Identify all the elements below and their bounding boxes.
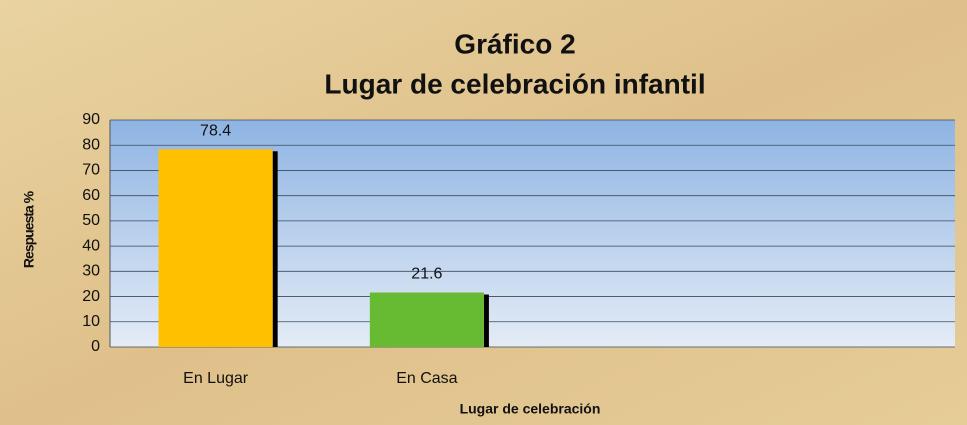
data-label: 78.4 [200, 122, 231, 139]
bar-shadow [272, 151, 278, 347]
bar-shadow [483, 294, 489, 347]
y-tick-label: 20 [82, 288, 100, 305]
y-tick-label: 80 [82, 136, 100, 153]
y-tick-label: 50 [82, 212, 100, 229]
data-label: 21.6 [411, 266, 442, 283]
y-tick-label: 90 [82, 111, 100, 128]
y-tick-label: 60 [82, 187, 100, 204]
y-tick-label: 40 [82, 237, 100, 254]
y-axis-title: Respuesta % [21, 190, 37, 268]
y-tick-label: 10 [82, 313, 100, 330]
chart-title: Gráfico 2 [454, 28, 575, 59]
bar [158, 149, 273, 347]
y-tick-label: 70 [82, 162, 100, 179]
chart-subtitle: Lugar de celebración infantil [324, 68, 705, 99]
x-tick-label: En Lugar [183, 370, 249, 387]
x-tick-label: En Casa [396, 370, 457, 387]
y-tick-label: 30 [82, 263, 100, 280]
bar [369, 292, 484, 347]
y-tick-label: 0 [91, 338, 100, 355]
x-axis-title: Lugar de celebración [460, 401, 601, 417]
